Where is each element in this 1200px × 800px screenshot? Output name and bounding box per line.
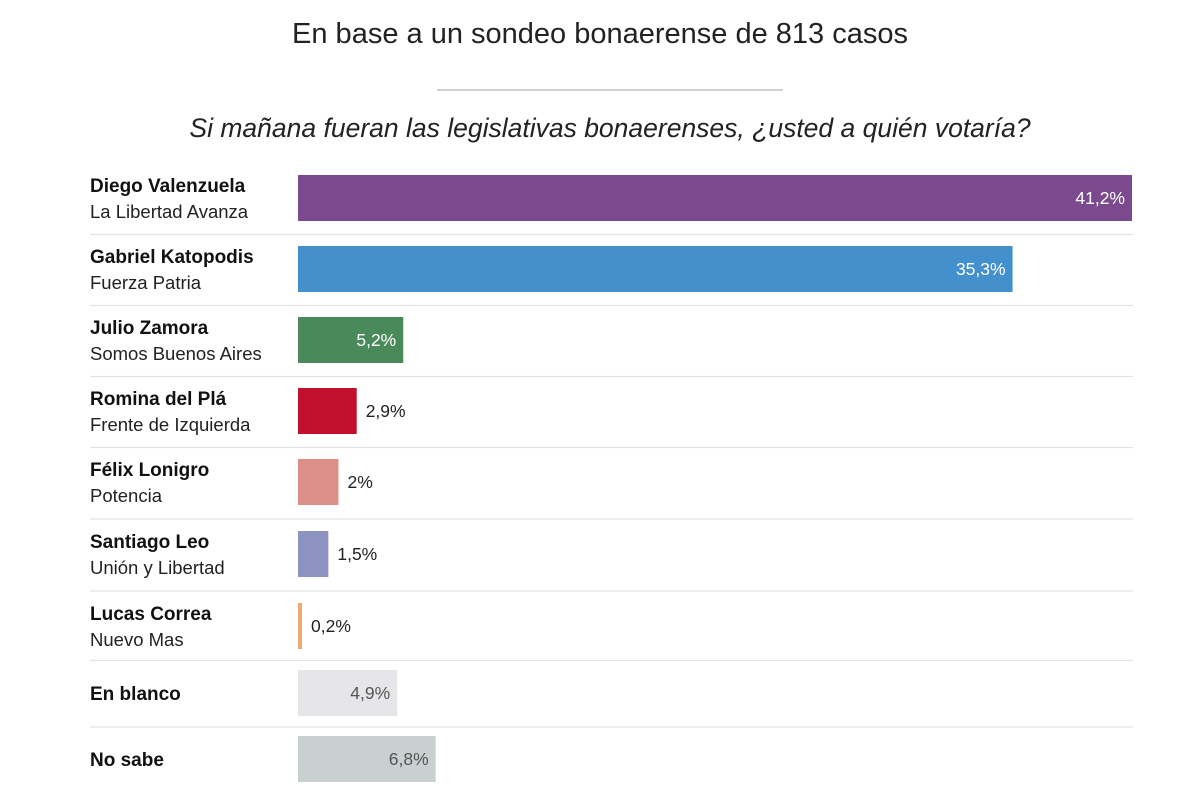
- bar: [298, 531, 329, 577]
- candidate-name: Gabriel Katopodis: [90, 247, 254, 268]
- candidate-party: La Libertad Avanza: [90, 201, 249, 222]
- candidate-name: Romina del Plá: [90, 389, 227, 410]
- bar-row: No sabe 6,8%: [90, 736, 436, 782]
- candidate-party: Somos Buenos Aires: [90, 343, 262, 364]
- value-label: 2%: [347, 472, 372, 492]
- value-label: 1,5%: [337, 544, 377, 564]
- value-label: 6,8%: [389, 749, 429, 769]
- value-label: 35,3%: [956, 259, 1006, 279]
- bar-row: En blanco 4,9%: [90, 670, 1133, 728]
- value-label: 5,2%: [356, 330, 396, 350]
- value-label: 0,2%: [311, 616, 351, 636]
- value-label: 4,9%: [350, 683, 390, 703]
- candidate-party: Potencia: [90, 485, 163, 506]
- bar: [298, 603, 303, 649]
- chart-subtitle: Si mañana fueran las legislativas bonaer…: [189, 113, 1031, 143]
- candidate-party: Nuevo Mas: [90, 629, 184, 650]
- category-name: En blanco: [90, 684, 181, 705]
- bar: [298, 175, 1132, 221]
- bar: [298, 459, 339, 505]
- candidate-name: Félix Lonigro: [90, 460, 209, 481]
- bar-row: Gabriel Katopodis Fuerza Patria 35,3%: [90, 246, 1133, 307]
- category-name: No sabe: [90, 750, 164, 771]
- candidate-party: Fuerza Patria: [90, 272, 202, 293]
- candidate-name: Santiago Leo: [90, 532, 209, 553]
- candidate-party: Unión y Libertad: [90, 557, 225, 578]
- bar-row: Santiago Leo Unión y Libertad 1,5%: [90, 531, 1133, 592]
- bar-row: Lucas Correa Nuevo Mas 0,2%: [90, 603, 1133, 662]
- chart-title: En base a un sondeo bonaerense de 813 ca…: [292, 18, 908, 50]
- bar-row: Félix Lonigro Potencia 2%: [90, 459, 1133, 520]
- candidate-party: Frente de Izquierda: [90, 414, 251, 435]
- candidate-name: Diego Valenzuela: [90, 176, 246, 197]
- bar-row: Julio Zamora Somos Buenos Aires 5,2%: [90, 317, 1133, 378]
- value-label: 41,2%: [1075, 188, 1125, 208]
- bar: [298, 246, 1013, 292]
- value-label: 2,9%: [366, 401, 406, 421]
- bar: [298, 388, 357, 434]
- candidate-name: Lucas Correa: [90, 604, 212, 625]
- bar: [298, 736, 436, 782]
- title-divider: [437, 89, 783, 91]
- bar-row: Diego Valenzuela La Libertad Avanza 41,2%: [90, 175, 1133, 236]
- bar: [298, 317, 404, 363]
- bar: [298, 670, 398, 716]
- candidate-name: Julio Zamora: [90, 318, 209, 339]
- bar-row: Romina del Plá Frente de Izquierda 2,9%: [90, 388, 1133, 449]
